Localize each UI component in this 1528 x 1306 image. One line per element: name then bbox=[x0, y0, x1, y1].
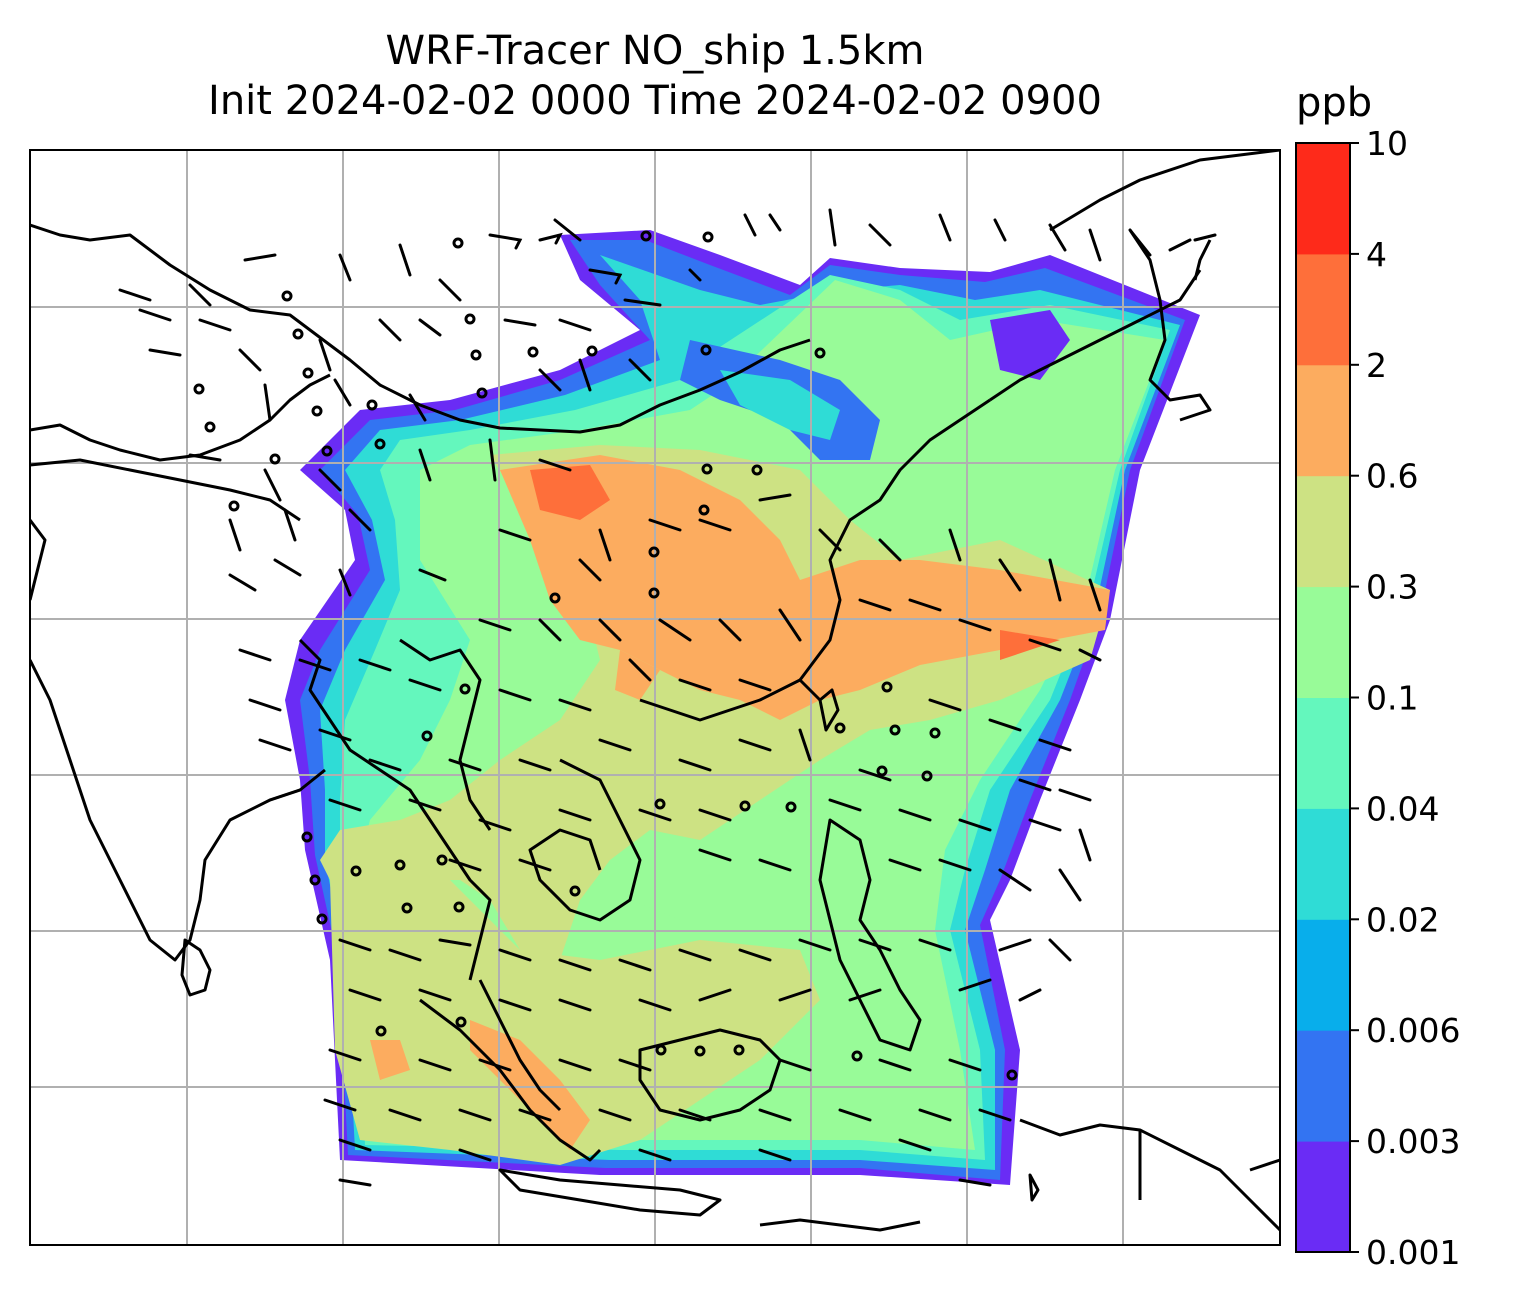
colorbar-tick-label: 0.001 bbox=[1366, 1233, 1460, 1272]
colorbar-tick-label: 2 bbox=[1366, 346, 1387, 385]
coastlines bbox=[30, 150, 1280, 1232]
map-title: WRF-Tracer NO_ship 1.5km Init 2024-02-02… bbox=[30, 26, 1280, 126]
colorbar-bin bbox=[1296, 253, 1350, 366]
colorbar-bin bbox=[1296, 475, 1350, 588]
colorbar-unit-label: ppb bbox=[1296, 80, 1373, 126]
wind-barbs bbox=[118, 208, 1217, 1187]
colorbar-tick-label: 0.1 bbox=[1366, 679, 1418, 718]
title-line-2: Init 2024-02-02 0000 Time 2024-02-02 090… bbox=[208, 78, 1102, 124]
colorbar-bin bbox=[1296, 364, 1350, 477]
colorbar-bin bbox=[1296, 1141, 1350, 1253]
colorbar-tick-label: 0.02 bbox=[1366, 900, 1439, 939]
colorbar-bin bbox=[1296, 143, 1350, 255]
colorbar-bin bbox=[1296, 919, 1350, 1031]
map-plot-area bbox=[30, 150, 1280, 1245]
colorbar-bin bbox=[1296, 1030, 1350, 1142]
calm-wind-markers bbox=[193, 230, 1018, 1081]
colorbar-tick-label: 10 bbox=[1366, 124, 1408, 163]
colorbar-bin bbox=[1296, 586, 1350, 698]
colorbar-tick-label: 0.3 bbox=[1366, 568, 1418, 607]
colorbar-bin bbox=[1296, 697, 1350, 809]
colorbar-bin bbox=[1296, 808, 1350, 920]
colorbar-tick-label: 4 bbox=[1366, 235, 1387, 274]
colorbar-tick-label: 0.04 bbox=[1366, 789, 1439, 828]
colorbar-tick-label: 0.006 bbox=[1366, 1011, 1460, 1050]
graticule bbox=[30, 150, 1280, 1245]
map-frame bbox=[29, 149, 1281, 1246]
concentration-field bbox=[285, 230, 1200, 1185]
colorbar-tick-label: 0.003 bbox=[1366, 1122, 1460, 1161]
title-line-1: WRF-Tracer NO_ship 1.5km bbox=[385, 28, 925, 74]
colorbar-tick-label: 0.6 bbox=[1366, 457, 1418, 496]
colorbar: 0.001 0.003 0.006 0.02 0.04 0.1 0.3 0.6 2 4 10 bbox=[1295, 124, 1460, 1272]
